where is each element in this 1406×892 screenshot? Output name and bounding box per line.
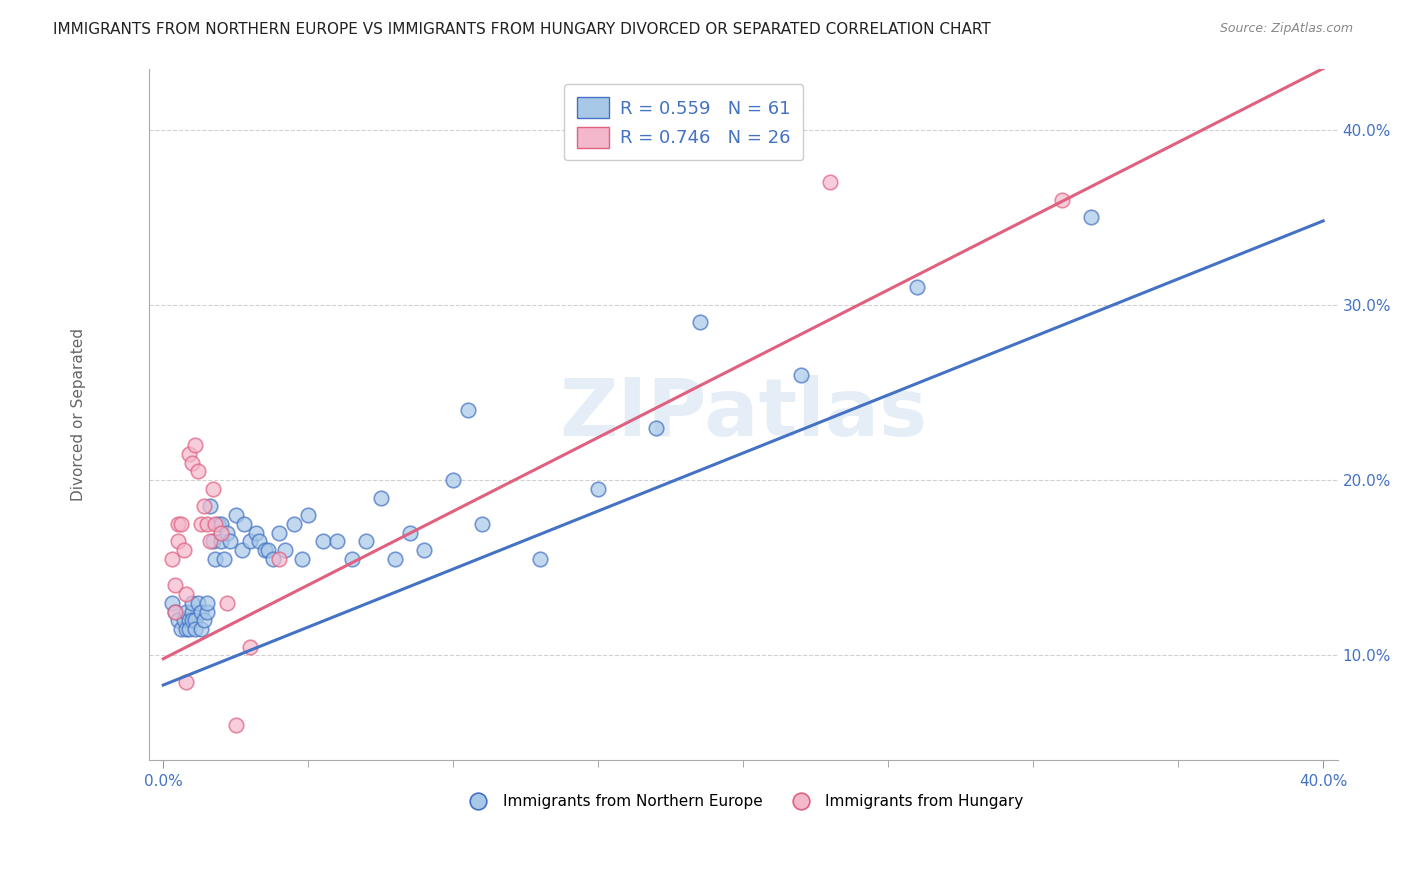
Point [198,500,221,514]
Point [239,640,262,654]
Point [204,516,226,531]
Point [181,613,204,627]
Point [297,508,319,523]
Point [176,674,198,689]
Point [283,516,305,531]
Point [340,552,363,566]
Point [198,534,221,549]
Point [166,613,188,627]
Point [269,552,291,566]
Point [176,605,198,619]
Point [207,516,229,531]
Point [176,622,198,636]
Point [457,403,479,417]
Point [193,500,215,514]
Point [245,525,267,540]
Point [169,622,191,636]
Point [231,543,253,558]
Point [262,552,284,566]
Point [384,552,406,566]
Text: Source: ZipAtlas.com: Source: ZipAtlas.com [1219,22,1353,36]
Point [166,534,188,549]
Point [193,613,215,627]
Point [169,516,191,531]
Point [441,473,464,487]
Point [166,516,188,531]
Point [187,464,209,478]
Point [160,552,183,566]
Point [163,605,186,619]
Point [195,516,218,531]
Point [184,613,207,627]
Point [160,596,183,610]
Point [184,438,207,452]
Text: ZIPatlas: ZIPatlas [560,376,928,453]
Point [247,534,270,549]
Point [173,543,195,558]
Point [312,534,335,549]
Point [529,552,551,566]
Point [195,605,218,619]
Point [269,525,291,540]
Point [190,516,212,531]
Point [905,280,928,294]
Point [184,622,207,636]
Point [219,534,242,549]
Point [225,718,247,732]
Point [689,316,711,330]
Point [179,613,201,627]
Point [790,368,813,382]
Point [818,175,841,189]
Point [645,420,668,434]
Point [179,447,201,461]
Point [176,587,198,601]
Point [253,543,276,558]
Point [1080,211,1102,225]
Point [181,605,204,619]
Point [274,543,297,558]
Point [370,491,392,505]
Point [413,543,436,558]
Point [233,516,256,531]
Point [209,525,232,540]
Point [256,543,278,558]
Point [190,605,212,619]
Point [354,534,377,549]
Point [195,596,218,610]
Point [181,456,204,470]
Point [163,605,186,619]
Point [225,508,247,523]
Point [173,613,195,627]
Point [215,596,238,610]
Point [209,516,232,531]
Point [181,596,204,610]
Point [212,552,235,566]
Point [215,525,238,540]
Point [291,552,314,566]
Legend: Immigrants from Northern Europe, Immigrants from Hungary: Immigrants from Northern Europe, Immigra… [457,788,1029,815]
Point [398,525,420,540]
Point [179,622,201,636]
Y-axis label: Divorced or Separated: Divorced or Separated [72,328,86,501]
Point [471,516,494,531]
Point [190,622,212,636]
Point [204,552,226,566]
Point [239,534,262,549]
Point [187,596,209,610]
Point [326,534,349,549]
Text: IMMIGRANTS FROM NORTHERN EUROPE VS IMMIGRANTS FROM HUNGARY DIVORCED OR SEPARATED: IMMIGRANTS FROM NORTHERN EUROPE VS IMMIG… [53,22,991,37]
Point [209,534,232,549]
Point [201,534,224,549]
Point [586,482,609,496]
Point [201,482,224,496]
Point [163,578,186,592]
Point [1050,193,1073,207]
